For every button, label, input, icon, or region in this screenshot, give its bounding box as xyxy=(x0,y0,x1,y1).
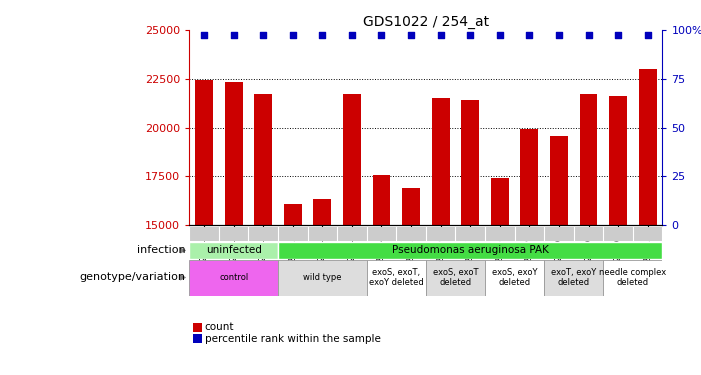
Point xyxy=(435,32,447,38)
Bar xyxy=(189,242,278,259)
Bar xyxy=(225,82,243,225)
Bar xyxy=(580,94,597,225)
Text: Pseudomonas aeruginosa PAK: Pseudomonas aeruginosa PAK xyxy=(392,246,549,255)
Bar xyxy=(195,80,213,225)
Bar xyxy=(544,260,604,296)
Title: GDS1022 / 254_at: GDS1022 / 254_at xyxy=(363,15,489,29)
Point xyxy=(613,32,624,38)
Bar xyxy=(343,94,361,225)
Bar xyxy=(485,260,544,296)
Point xyxy=(524,32,535,38)
Text: uninfected: uninfected xyxy=(205,246,261,255)
Point xyxy=(405,32,416,38)
Text: control: control xyxy=(219,273,248,282)
Point xyxy=(583,32,594,38)
Bar xyxy=(491,178,509,225)
Text: exoS, exoT
deleted: exoS, exoT deleted xyxy=(433,268,478,287)
Bar xyxy=(520,129,538,225)
Bar xyxy=(278,260,367,296)
Bar xyxy=(367,260,426,296)
Text: wild type: wild type xyxy=(303,273,341,282)
Bar xyxy=(461,100,479,225)
Bar xyxy=(313,199,332,225)
Point xyxy=(317,32,328,38)
Bar xyxy=(189,227,662,241)
Text: count: count xyxy=(205,322,234,332)
Bar xyxy=(284,204,301,225)
Bar xyxy=(373,175,390,225)
Bar xyxy=(550,136,568,225)
Text: needle complex
deleted: needle complex deleted xyxy=(599,268,667,287)
Point xyxy=(642,32,653,38)
Bar xyxy=(189,260,278,296)
Text: exoS, exoY
deleted: exoS, exoY deleted xyxy=(492,268,538,287)
Point xyxy=(376,32,387,38)
Text: exoS, exoT,
exoY deleted: exoS, exoT, exoY deleted xyxy=(369,268,423,287)
Point xyxy=(257,32,268,38)
Bar xyxy=(254,94,272,225)
Bar xyxy=(609,96,627,225)
Bar xyxy=(278,242,662,259)
Text: percentile rank within the sample: percentile rank within the sample xyxy=(205,334,381,344)
Point xyxy=(465,32,476,38)
Text: genotype/variation: genotype/variation xyxy=(80,273,186,282)
Bar xyxy=(639,69,657,225)
Point xyxy=(198,32,210,38)
Point xyxy=(553,32,564,38)
Point xyxy=(494,32,505,38)
Text: infection: infection xyxy=(137,246,186,255)
Bar xyxy=(426,260,485,296)
Text: exoT, exoY
deleted: exoT, exoY deleted xyxy=(551,268,597,287)
Point xyxy=(287,32,299,38)
Bar xyxy=(402,188,420,225)
Point xyxy=(346,32,358,38)
Point xyxy=(228,32,239,38)
Bar xyxy=(432,98,449,225)
Bar xyxy=(604,260,662,296)
